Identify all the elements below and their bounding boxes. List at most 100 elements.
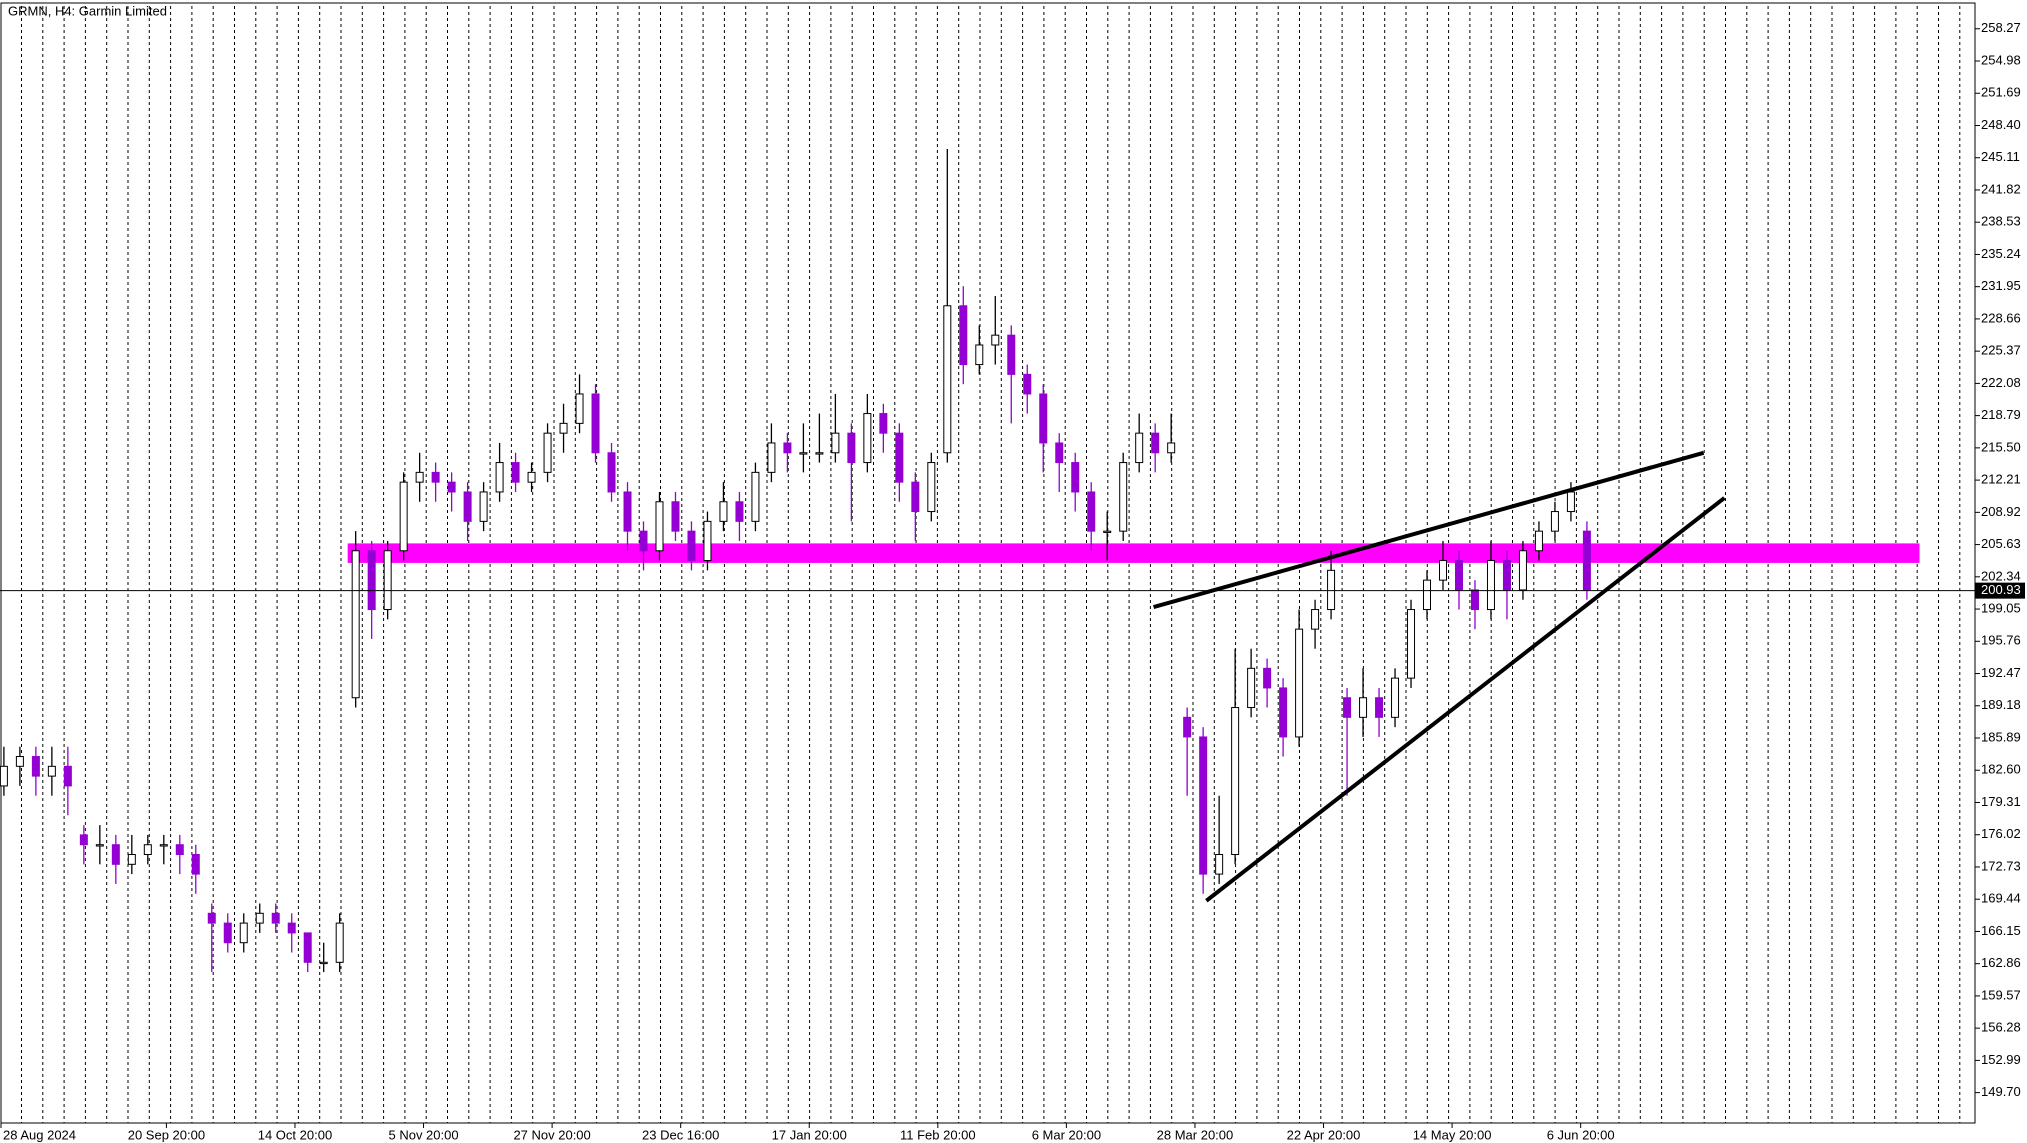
x-tick-label: 28 Mar 20:00 xyxy=(1157,1127,1234,1142)
candle-body xyxy=(431,471,440,483)
support-zone xyxy=(347,543,1920,563)
candle-body xyxy=(1007,334,1016,375)
candle-body xyxy=(511,462,520,483)
candle-body xyxy=(719,501,728,522)
candle-body xyxy=(1231,707,1240,856)
candle-body xyxy=(575,393,584,424)
candle-body xyxy=(831,432,840,454)
candle-body xyxy=(1470,589,1479,611)
x-tick-label: 14 May 20:00 xyxy=(1413,1127,1492,1142)
candle-body xyxy=(1311,609,1320,630)
x-tick-label: 17 Jan 20:00 xyxy=(772,1127,847,1142)
candle-body xyxy=(1454,560,1463,591)
candle-body xyxy=(607,452,616,493)
candle-body xyxy=(1423,579,1432,611)
candle-body xyxy=(287,922,296,934)
candle-body xyxy=(1151,432,1160,454)
candle-body xyxy=(1055,442,1064,464)
trendline xyxy=(1205,496,1726,903)
y-tick-label: 222.08 xyxy=(1981,375,2021,390)
y-tick-label: 182.60 xyxy=(1981,762,2021,777)
candle-body xyxy=(1359,697,1368,718)
candle-body xyxy=(815,452,824,455)
candle-body xyxy=(367,550,376,611)
y-tick-label: 258.27 xyxy=(1981,20,2021,35)
candle-body xyxy=(1327,569,1336,611)
y-tick-label: 208.92 xyxy=(1981,504,2021,519)
candle-body xyxy=(895,432,904,483)
candle-body xyxy=(175,844,184,856)
axes: 258.27 254.98 251.69 248.40 245.11 241.82 238.… xyxy=(0,20,2025,1142)
candle-body xyxy=(655,501,664,552)
current-price-label: 200.93 xyxy=(1981,582,2021,597)
vertical-grid xyxy=(1,3,1975,1123)
x-tick-label: 11 Feb 20:00 xyxy=(900,1127,976,1142)
candle-body xyxy=(95,844,104,847)
candle-body xyxy=(639,530,648,552)
y-tick-label: 185.89 xyxy=(1981,729,2021,744)
candle-body xyxy=(1502,560,1511,591)
y-tick-label: 248.40 xyxy=(1981,117,2021,132)
y-tick-label: 166.15 xyxy=(1981,923,2021,938)
candle-body xyxy=(703,520,712,562)
candle-body xyxy=(591,393,600,454)
x-tick-label: 23 Dec 16:00 xyxy=(642,1127,719,1142)
y-tick-label: 251.69 xyxy=(1981,85,2021,100)
candle-body xyxy=(159,844,168,847)
candle-body xyxy=(799,452,808,455)
y-tick-label: 162.86 xyxy=(1981,955,2021,970)
candle-body xyxy=(495,462,504,493)
candle-body xyxy=(415,471,424,483)
candle-body xyxy=(399,481,408,552)
candle-body xyxy=(751,471,760,522)
y-tick-label: 156.28 xyxy=(1981,1020,2021,1035)
y-tick-label: 218.79 xyxy=(1981,407,2021,422)
candle-body xyxy=(1375,697,1384,718)
y-tick-label: 231.95 xyxy=(1981,278,2021,293)
candle-body xyxy=(1407,609,1416,679)
candle-body xyxy=(79,834,88,846)
candle-body xyxy=(351,550,360,699)
candle-body xyxy=(911,481,920,513)
candle-body xyxy=(1135,432,1144,464)
candle-body xyxy=(1119,462,1128,532)
x-tick-label: 28 Aug 2024 xyxy=(3,1127,76,1142)
y-tick-label: 245.11 xyxy=(1981,149,2020,164)
x-tick-label: 20 Sep 20:00 xyxy=(128,1127,205,1142)
candle-body xyxy=(31,756,40,777)
candle-body xyxy=(479,491,488,522)
candle-body xyxy=(0,765,8,787)
candle-body xyxy=(223,922,232,944)
y-tick-label: 215.50 xyxy=(1981,439,2021,454)
candle-body xyxy=(1343,697,1352,718)
candle-body xyxy=(1039,393,1048,444)
y-tick-label: 254.98 xyxy=(1981,52,2021,67)
candle-body xyxy=(127,854,136,865)
candle-body xyxy=(1071,462,1080,493)
y-tick-label: 149.70 xyxy=(1981,1084,2021,1099)
candle-body xyxy=(447,481,456,493)
y-tick-label: 172.73 xyxy=(1981,858,2021,873)
candle-body xyxy=(671,501,680,532)
y-tick-label: 235.24 xyxy=(1981,246,2021,261)
candle-body xyxy=(1167,442,1176,454)
y-tick-label: 202.34 xyxy=(1981,568,2021,583)
candle-body xyxy=(559,422,568,434)
candle-body xyxy=(783,442,792,454)
candle-body xyxy=(623,491,632,532)
x-tick-label: 6 Mar 20:00 xyxy=(1032,1127,1101,1142)
y-tick-label: 195.76 xyxy=(1981,633,2021,648)
candle-body xyxy=(1486,560,1495,611)
candle-body xyxy=(927,462,936,513)
candle-body xyxy=(943,305,952,454)
candle-body xyxy=(63,765,72,787)
candle-body xyxy=(863,413,872,464)
y-tick-label: 199.05 xyxy=(1981,600,2021,615)
y-tick-label: 192.47 xyxy=(1981,665,2021,680)
candle-body xyxy=(207,912,216,924)
candle-body xyxy=(1391,677,1400,718)
chart-title: GRMN, H4: Garmin Limited xyxy=(8,3,167,18)
candle-body xyxy=(959,305,968,366)
y-tick-label: 152.99 xyxy=(1981,1052,2021,1067)
